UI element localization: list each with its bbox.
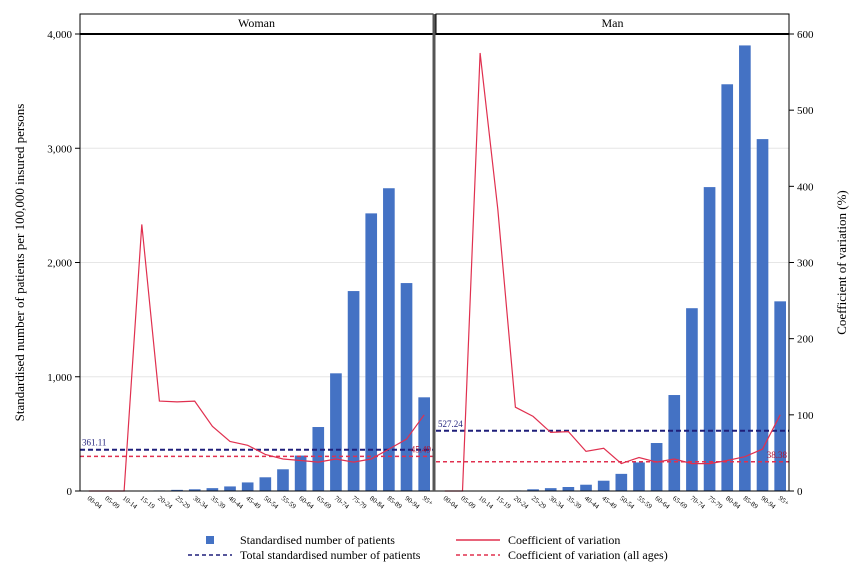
y2-tick-label: 500 <box>797 105 814 117</box>
bar-woman-25-29 <box>171 489 183 491</box>
x-tick-label: 85-89 <box>386 494 404 511</box>
x-tick-label: 30-34 <box>191 494 209 511</box>
legend-label: Coefficient of variation (all ages) <box>508 548 668 562</box>
x-tick-label: 55-59 <box>636 494 654 511</box>
x-tick-label: 90-94 <box>759 494 777 511</box>
y2-axis-title: Coefficient of variation (%) <box>834 190 849 335</box>
legend-swatch <box>206 536 214 544</box>
cv-line-man <box>444 52 781 492</box>
cv-line-woman <box>88 224 425 492</box>
x-tick-label: 20-24 <box>512 494 530 511</box>
y2-tick-label: 400 <box>797 181 814 193</box>
x-tick-label: 10-14 <box>121 494 139 511</box>
bar-woman-70-74 <box>330 373 342 491</box>
x-tick-label: 70-74 <box>333 494 351 511</box>
x-tick-label: 90-94 <box>403 494 421 511</box>
x-tick-label: 40-44 <box>227 494 245 511</box>
x-tick-label: 40-44 <box>583 494 601 511</box>
total-label-woman: 361.11 <box>82 438 106 448</box>
legend-label: Standardised number of patients <box>240 533 395 547</box>
bar-woman-90-94 <box>400 283 413 491</box>
x-tick-label: 30-34 <box>547 494 565 511</box>
bar-woman-80-84 <box>365 213 378 491</box>
x-tick-label: 80-84 <box>724 494 742 511</box>
y-tick-label: 4,000 <box>47 29 72 41</box>
x-tick-label: 75-79 <box>350 494 368 511</box>
x-tick-label: 20-24 <box>156 494 174 511</box>
x-tick-label: 00-04 <box>86 494 104 511</box>
bar-man-45-49 <box>597 480 610 491</box>
x-tick-label: 05-09 <box>103 494 121 511</box>
bar-man-55-59 <box>633 462 645 491</box>
x-tick-label: 15-19 <box>139 494 157 511</box>
x-tick-label: 05-09 <box>459 494 477 511</box>
bar-woman-30-34 <box>188 489 201 491</box>
bar-man-90-94 <box>756 139 769 492</box>
x-tick-label: 95+ <box>421 494 435 507</box>
y-tick-label: 2,000 <box>47 258 72 270</box>
x-tick-label: 60-64 <box>297 494 315 511</box>
x-tick-label: 95+ <box>777 494 791 507</box>
bar-woman-40-44 <box>224 486 236 491</box>
y2-tick-label: 300 <box>797 258 814 270</box>
x-tick-label: 70-74 <box>689 494 707 511</box>
total-label-man: 527.24 <box>438 419 463 429</box>
bar-man-75-79 <box>703 187 716 491</box>
bar-woman-60-64 <box>294 455 307 491</box>
bar-man-35-39 <box>562 487 575 491</box>
legend-label: Coefficient of variation <box>508 533 620 547</box>
panel-title-woman: Woman <box>238 16 275 30</box>
x-tick-label: 50-54 <box>618 494 636 511</box>
bar-man-70-74 <box>686 308 698 491</box>
x-tick-label: 85-89 <box>742 494 760 511</box>
bar-man-30-34 <box>544 488 557 491</box>
bar-woman-55-59 <box>277 469 289 491</box>
y-axis-title: Standardised number of patients per 100,… <box>12 104 27 422</box>
bar-man-85-89 <box>739 45 751 492</box>
x-tick-label: 65-69 <box>315 494 333 511</box>
y-tick-label: 1,000 <box>47 372 72 384</box>
y-tick-label: 3,000 <box>47 143 72 155</box>
bar-woman-50-54 <box>259 477 272 491</box>
bar-man-80-84 <box>721 84 734 492</box>
y2-tick-label: 600 <box>797 29 814 41</box>
x-tick-label: 15-19 <box>495 494 513 511</box>
x-tick-label: 00-04 <box>442 494 460 511</box>
x-tick-label: 25-29 <box>530 494 548 511</box>
x-tick-label: 25-29 <box>174 494 192 511</box>
x-tick-label: 60-64 <box>653 494 671 511</box>
x-tick-label: 10-14 <box>477 494 495 511</box>
x-tick-label: 35-39 <box>209 494 227 511</box>
legend-label: Total standardised number of patients <box>240 548 421 562</box>
y-tick-label: 0 <box>67 486 73 498</box>
y2-tick-label: 100 <box>797 410 814 422</box>
bar-man-95+ <box>774 301 786 491</box>
x-tick-label: 45-49 <box>600 494 618 511</box>
bar-man-40-44 <box>580 484 592 491</box>
cv-all-label-woman: 45.49 <box>411 444 432 454</box>
x-tick-label: 45-49 <box>244 494 262 511</box>
x-tick-label: 65-69 <box>671 494 689 511</box>
y2-tick-label: 200 <box>797 334 814 346</box>
bar-woman-45-49 <box>241 482 254 491</box>
bar-woman-85-89 <box>383 188 395 492</box>
x-tick-label: 55-59 <box>280 494 298 511</box>
bar-man-25-29 <box>527 489 539 491</box>
bar-woman-65-69 <box>312 427 325 491</box>
bar-woman-35-39 <box>206 488 219 491</box>
x-tick-label: 50-54 <box>262 494 280 511</box>
x-tick-label: 75-79 <box>706 494 724 511</box>
panel-title-man: Man <box>602 16 624 30</box>
x-tick-label: 80-84 <box>368 494 386 511</box>
bar-woman-95+ <box>418 397 430 491</box>
bar-woman-75-79 <box>347 291 360 491</box>
x-tick-label: 35-39 <box>565 494 583 511</box>
bar-man-60-64 <box>650 443 663 491</box>
bar-man-65-69 <box>668 395 681 491</box>
y2-tick-label: 0 <box>797 486 803 498</box>
cv-all-label-man: 38.38 <box>767 450 788 460</box>
bar-man-50-54 <box>615 473 628 491</box>
